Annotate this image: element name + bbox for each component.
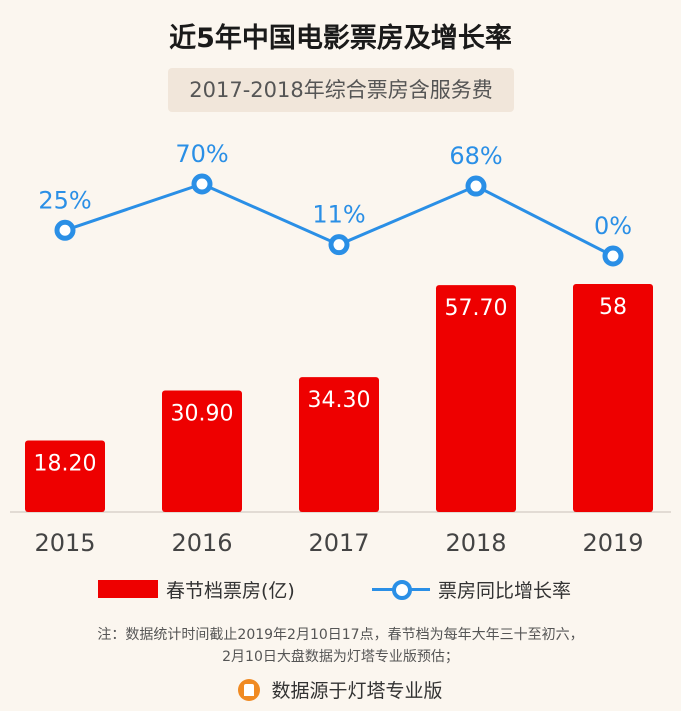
bar-2016 (162, 390, 242, 512)
legend: 春节档票房(亿) 票房同比增长率 (0, 574, 681, 604)
growth-point-2015 (54, 219, 76, 241)
bar-2015 (25, 440, 105, 512)
lighthouse-icon (238, 678, 261, 701)
bar-label-2019: 58 (599, 295, 627, 320)
growth-point-2018 (465, 175, 487, 197)
growth-label-2017: 11% (312, 201, 365, 229)
chart: 18.20 2015 30.90 2016 34.30 2017 57.70 2018 58 20… (10, 140, 671, 557)
source-text: 数据源于灯塔专业版 (271, 680, 443, 702)
legend-line-label: 票房同比增长率 (438, 580, 572, 602)
x-tick-2016: 2016 (171, 529, 232, 557)
bar-2018 (436, 285, 516, 512)
bar-label-2016: 30.90 (171, 402, 234, 427)
growth-point-2019 (602, 245, 624, 267)
growth-label-2015: 25% (38, 186, 91, 214)
footnote-line-2: 2月10日大盘数据为灯塔专业版预估； (222, 649, 459, 665)
legend-bar-swatch (98, 580, 158, 598)
chart-title: 近5年中国电影票房及增长率 (169, 23, 512, 54)
bar-2017 (299, 377, 379, 512)
x-tick-2015: 2015 (34, 529, 95, 557)
growth-label-2016: 70% (175, 140, 228, 168)
x-tick-2019: 2019 (582, 529, 643, 557)
source: 数据源于灯塔专业版 (0, 676, 681, 703)
growth-label-2019: 0% (594, 212, 632, 240)
bar-2019 (573, 284, 653, 512)
bar-label-2018: 57.70 (445, 296, 508, 321)
legend-bar-label: 春节档票房(亿) (166, 580, 295, 602)
growth-label-2018: 68% (449, 142, 502, 170)
footnote: 注：数据统计时间截止2019年2月10日17点，春节档为每年大年三十至初六， 2… (0, 624, 681, 668)
chart-subtitle: 2017-2018年综合票房含服务费 (168, 68, 514, 112)
growth-point-2016 (191, 173, 213, 195)
x-tick-2018: 2018 (445, 529, 506, 557)
bar-label-2017: 34.30 (308, 388, 371, 413)
legend-dot-marker (392, 580, 412, 600)
growth-point-2017 (328, 234, 350, 256)
x-tick-2017: 2017 (308, 529, 369, 557)
bar-label-2015: 18.20 (34, 451, 97, 476)
footnote-line-1: 注：数据统计时间截止2019年2月10日17点，春节档为每年大年三十至初六， (97, 627, 584, 643)
